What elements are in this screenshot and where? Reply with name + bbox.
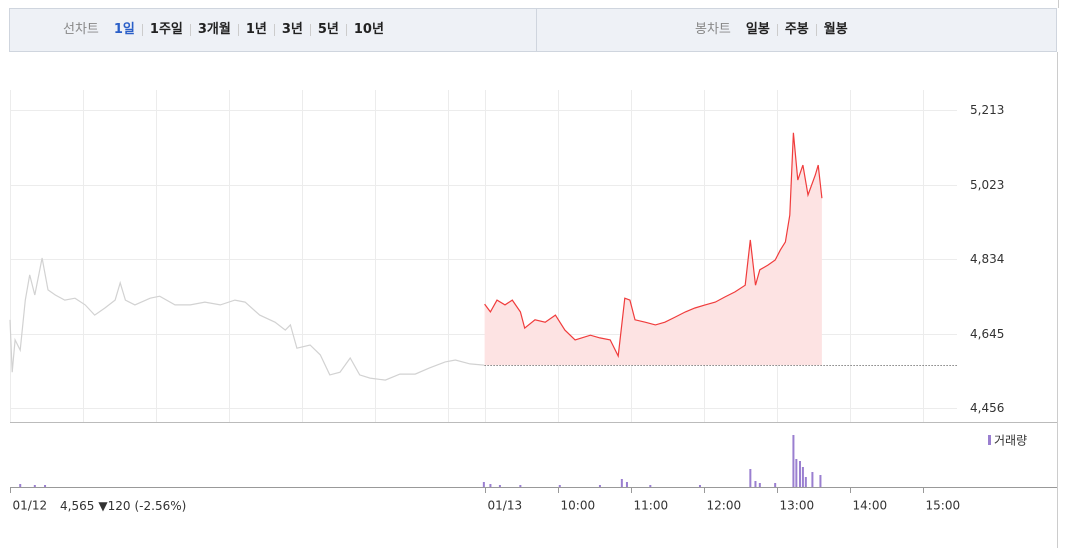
volume-bar [795,459,798,487]
volume-bar [804,477,807,487]
volume-bar [792,435,795,487]
volume-bar [749,469,752,487]
x-tick-label: 10:00 [561,499,596,513]
volume-bar [811,472,814,487]
x-tick-label: 13:00 [780,499,815,513]
volume-bar [625,482,628,487]
y-tick-label: 4,834 [970,252,1004,266]
volume-bar [758,483,761,487]
tab[interactable]: 3개월 [189,23,238,36]
tab[interactable]: 월봉 [815,23,855,36]
legend-label: 거래량 [994,434,1027,448]
tab[interactable]: 3년 [273,23,310,36]
prev-close-info: 4,565 ▼120 (-2.56%) [60,499,186,513]
y-tick-label: 5,023 [970,178,1004,192]
x-tick-label: 12:00 [707,499,742,513]
toolbar: 선차트 1일 1주일 3개월 1년 3년 5년 10년 봉차트 일봉 주봉 월봉 [9,8,1057,52]
volume-bar [44,485,47,487]
y-tick-label: 5,213 [970,103,1004,117]
volume-bar [19,484,22,487]
tab[interactable]: 1년 [237,23,274,36]
volume-bar [598,485,601,487]
volume-bar [774,483,777,487]
y-tick-label: 4,645 [970,327,1004,341]
volume-bar [498,485,501,487]
info-change-label: ▼120 [98,499,130,513]
x-tick-label: 11:00 [634,499,669,513]
tab[interactable]: 일봉 [745,22,770,37]
y-tick-label: 4,456 [970,401,1004,415]
divider [536,9,537,51]
x-tick-label: 01/13 [488,499,523,513]
top-border [0,0,1059,8]
x-tick-label: 01/12 [13,499,48,513]
x-tick-label: 14:00 [853,499,888,513]
volume-bar [801,467,804,487]
volume-bar [558,485,561,487]
tab-label: 선차트 [63,22,99,37]
x-tick-label: 15:00 [926,499,961,513]
volume-bar [649,485,652,487]
price-line [9,257,484,381]
area [484,132,822,366]
info-change-pct-label: (-2.56%) [135,499,187,513]
volume-bar [519,485,522,487]
tab[interactable]: 10년 [345,23,391,36]
legend-swatch [988,435,991,445]
line-chart-tabs: 선차트 1일 1주일 3개월 1년 3년 5년 10년 [56,9,391,51]
tab[interactable]: 1주일 [141,23,190,36]
volume-bar [819,475,822,487]
tab-label: 봉차트 [695,22,731,37]
candle-chart-tabs: 봉차트 일봉 주봉 월봉 [688,9,855,51]
volume-bar [489,484,492,487]
tab[interactable]: 1일 [113,22,135,37]
volume-bar [754,481,757,487]
tab[interactable]: 주봉 [776,23,816,36]
tab[interactable]: 5년 [309,23,346,36]
volume-bar [620,479,623,487]
volume-bar [33,485,36,487]
info-baseline-label: 4,565 [60,499,94,513]
volume-bar [698,485,701,487]
volume-bar [798,461,801,487]
price-line [484,132,823,359]
volume-bar [482,482,485,487]
